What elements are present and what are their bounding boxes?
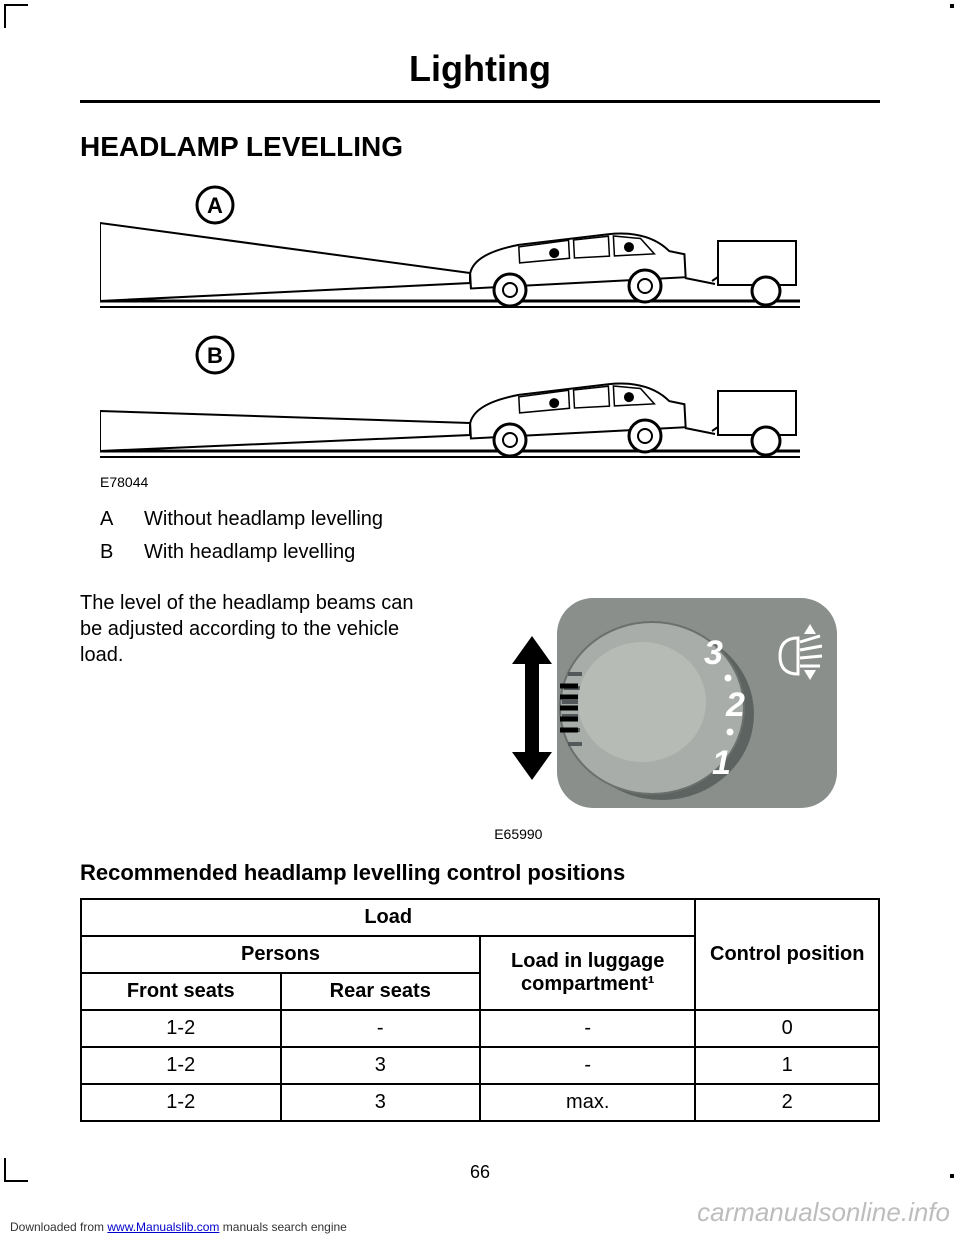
svg-text:2: 2 bbox=[725, 686, 745, 724]
cell-control: 1 bbox=[695, 1047, 879, 1084]
cell-front: 1-2 bbox=[81, 1010, 281, 1047]
dial-figure: 1 2 3 E65990 bbox=[464, 590, 880, 842]
cell-control: 0 bbox=[695, 1010, 879, 1047]
crop-mark-top-left bbox=[4, 4, 28, 28]
crop-mark-bottom-left bbox=[4, 1158, 28, 1182]
cell-rear: - bbox=[281, 1010, 481, 1047]
legend-key-a: A bbox=[100, 508, 144, 531]
th-luggage: Load in luggage compartment¹ bbox=[480, 936, 695, 1010]
table-row: 1-2 3 - 1 bbox=[81, 1047, 879, 1084]
crop-dot-bottom-right bbox=[950, 1174, 954, 1178]
th-control: Control position bbox=[695, 899, 879, 1010]
diagram-label-b: B bbox=[207, 343, 223, 368]
headlamp-diagram: A bbox=[100, 183, 880, 468]
download-footer: Downloaded from www.Manualslib.com manua… bbox=[10, 1220, 347, 1234]
th-front: Front seats bbox=[81, 973, 281, 1010]
headlamp-diagram-svg: A bbox=[100, 183, 800, 463]
legend-text-b: With headlamp levelling bbox=[144, 541, 355, 564]
page-number: 66 bbox=[80, 1162, 880, 1183]
footer-suffix: manuals search engine bbox=[219, 1220, 346, 1234]
footer-prefix: Downloaded from bbox=[10, 1220, 107, 1234]
manual-page: Lighting HEADLAMP LEVELLING A bbox=[0, 0, 960, 1242]
cell-front: 1-2 bbox=[81, 1084, 281, 1121]
cell-control: 2 bbox=[695, 1084, 879, 1121]
cell-front: 1-2 bbox=[81, 1047, 281, 1084]
cell-rear: 3 bbox=[281, 1084, 481, 1121]
crop-dot-top-right bbox=[950, 4, 954, 8]
table-row: 1-2 3 max. 2 bbox=[81, 1084, 879, 1121]
cell-rear: 3 bbox=[281, 1047, 481, 1084]
body-text: The level of the headlamp beams can be a… bbox=[80, 590, 434, 842]
figure-ref-diagram: E78044 bbox=[100, 474, 880, 490]
diagram-label-a: A bbox=[207, 193, 223, 218]
chapter-rule bbox=[80, 100, 880, 103]
svg-text:3: 3 bbox=[704, 634, 723, 672]
levelling-table: Load Control position Persons Load in lu… bbox=[80, 898, 880, 1122]
table-row: 1-2 - - 0 bbox=[81, 1010, 879, 1047]
figure-ref-dial: E65990 bbox=[494, 826, 542, 842]
footer-link[interactable]: www.Manualslib.com bbox=[107, 1220, 219, 1234]
legend-text-a: Without headlamp levelling bbox=[144, 508, 383, 531]
two-column-section: The level of the headlamp beams can be a… bbox=[80, 590, 880, 842]
svg-text:1: 1 bbox=[712, 744, 731, 782]
watermark: carmanualsonline.info bbox=[697, 1197, 950, 1228]
dial-svg: 1 2 3 bbox=[502, 590, 842, 820]
th-rear: Rear seats bbox=[281, 973, 481, 1010]
diagram-legend: A Without headlamp levelling B With head… bbox=[100, 508, 880, 564]
cell-luggage: - bbox=[480, 1047, 695, 1084]
chapter-title: Lighting bbox=[80, 48, 880, 90]
table-subheading: Recommended headlamp levelling control p… bbox=[80, 860, 880, 886]
legend-row-b: B With headlamp levelling bbox=[100, 541, 880, 564]
th-load: Load bbox=[81, 899, 695, 936]
th-persons: Persons bbox=[81, 936, 480, 973]
legend-row-a: A Without headlamp levelling bbox=[100, 508, 880, 531]
section-title: HEADLAMP LEVELLING bbox=[80, 131, 880, 163]
cell-luggage: max. bbox=[480, 1084, 695, 1121]
legend-key-b: B bbox=[100, 541, 144, 564]
cell-luggage: - bbox=[480, 1010, 695, 1047]
